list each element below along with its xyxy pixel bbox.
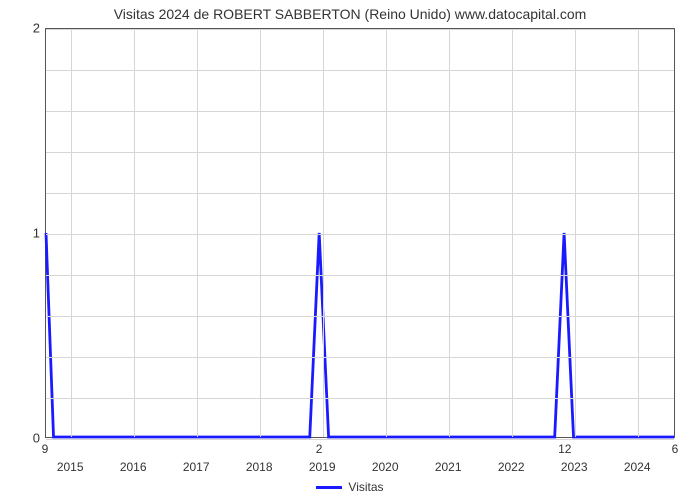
xtick-label: 2020: [372, 460, 399, 474]
gridline-h: [46, 152, 674, 153]
xtick-label: 2018: [246, 460, 273, 474]
gridline-v: [449, 29, 450, 437]
peak-label: 12: [558, 442, 571, 456]
gridline-v: [638, 29, 639, 437]
xtick-label: 2015: [57, 460, 84, 474]
gridline-h: [46, 193, 674, 194]
gridline-v: [575, 29, 576, 437]
gridline-v: [71, 29, 72, 437]
peak-label: 9: [42, 442, 49, 456]
legend: Visitas: [0, 479, 700, 494]
gridline-v: [386, 29, 387, 437]
gridline-h: [46, 316, 674, 317]
series-line: [46, 233, 674, 437]
plot-area: [45, 28, 675, 438]
gridline-h: [46, 29, 674, 30]
gridline-h: [46, 111, 674, 112]
ytick-label: 2: [10, 21, 40, 36]
gridline-h: [46, 275, 674, 276]
xtick-label: 2023: [561, 460, 588, 474]
chart-title: Visitas 2024 de ROBERT SABBERTON (Reino …: [0, 6, 700, 22]
ytick-label: 1: [10, 226, 40, 241]
line-series: [46, 29, 674, 437]
xtick-label: 2016: [120, 460, 147, 474]
gridline-h: [46, 357, 674, 358]
gridline-v: [197, 29, 198, 437]
legend-label: Visitas: [348, 480, 383, 494]
xtick-label: 2024: [624, 460, 651, 474]
gridline-h: [46, 439, 674, 440]
gridline-h: [46, 70, 674, 71]
gridline-v: [512, 29, 513, 437]
gridline-v: [134, 29, 135, 437]
xtick-label: 2021: [435, 460, 462, 474]
gridline-v: [323, 29, 324, 437]
gridline-h: [46, 234, 674, 235]
peak-label: 2: [316, 442, 323, 456]
legend-swatch: [316, 486, 342, 489]
xtick-label: 2019: [309, 460, 336, 474]
gridline-v: [260, 29, 261, 437]
xtick-label: 2022: [498, 460, 525, 474]
chart-container: Visitas 2024 de ROBERT SABBERTON (Reino …: [0, 0, 700, 500]
gridline-h: [46, 398, 674, 399]
ytick-label: 0: [10, 431, 40, 446]
peak-label: 6: [672, 442, 679, 456]
xtick-label: 2017: [183, 460, 210, 474]
